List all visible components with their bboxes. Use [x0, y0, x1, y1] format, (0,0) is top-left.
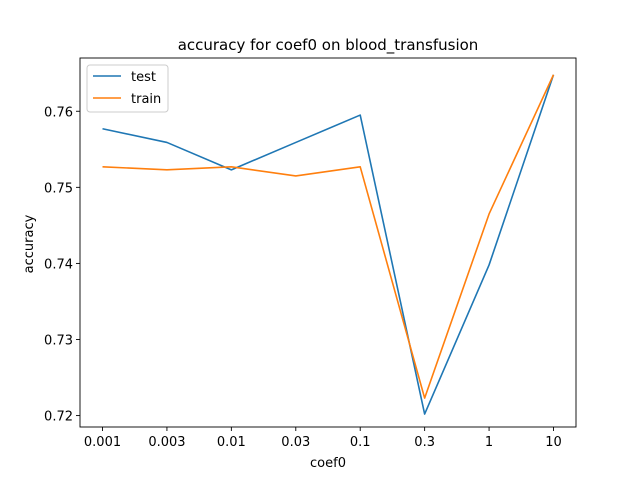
legend-label-train: train	[131, 92, 161, 107]
y-axis-label: accuracy	[22, 214, 37, 273]
y-tick-label: 0.75	[44, 181, 73, 196]
axes-frame	[79, 57, 577, 428]
x-tick-label: 1	[485, 435, 493, 450]
y-tick-label: 0.74	[44, 257, 73, 272]
x-tick-label: 10	[545, 435, 562, 450]
x-axis-label: coef0	[310, 456, 346, 471]
x-tick-label: 0.3	[414, 435, 435, 450]
y-tick-label: 0.76	[44, 105, 73, 120]
x-tick-label: 0.001	[84, 435, 121, 450]
x-tick-label: 0.01	[217, 435, 246, 450]
legend: test train	[86, 64, 169, 113]
y-tick-label: 0.73	[44, 334, 73, 349]
y-axis: 0.72 0.73 0.74 0.75 0.76	[44, 105, 80, 425]
x-tick-label: 0.003	[148, 435, 185, 450]
x-tick-label: 0.1	[350, 435, 371, 450]
x-tick-label: 0.03	[281, 435, 310, 450]
chart-title: accuracy for coef0 on blood_transfusion	[178, 36, 479, 55]
legend-label-test: test	[131, 70, 156, 85]
series-line-test	[102, 74, 555, 415]
y-tick-label: 0.72	[44, 410, 73, 425]
plot-area	[79, 57, 577, 428]
x-axis: 0.001 0.003 0.01 0.03 0.1 0.3 1 10	[84, 427, 562, 450]
series-line-train	[102, 74, 555, 399]
